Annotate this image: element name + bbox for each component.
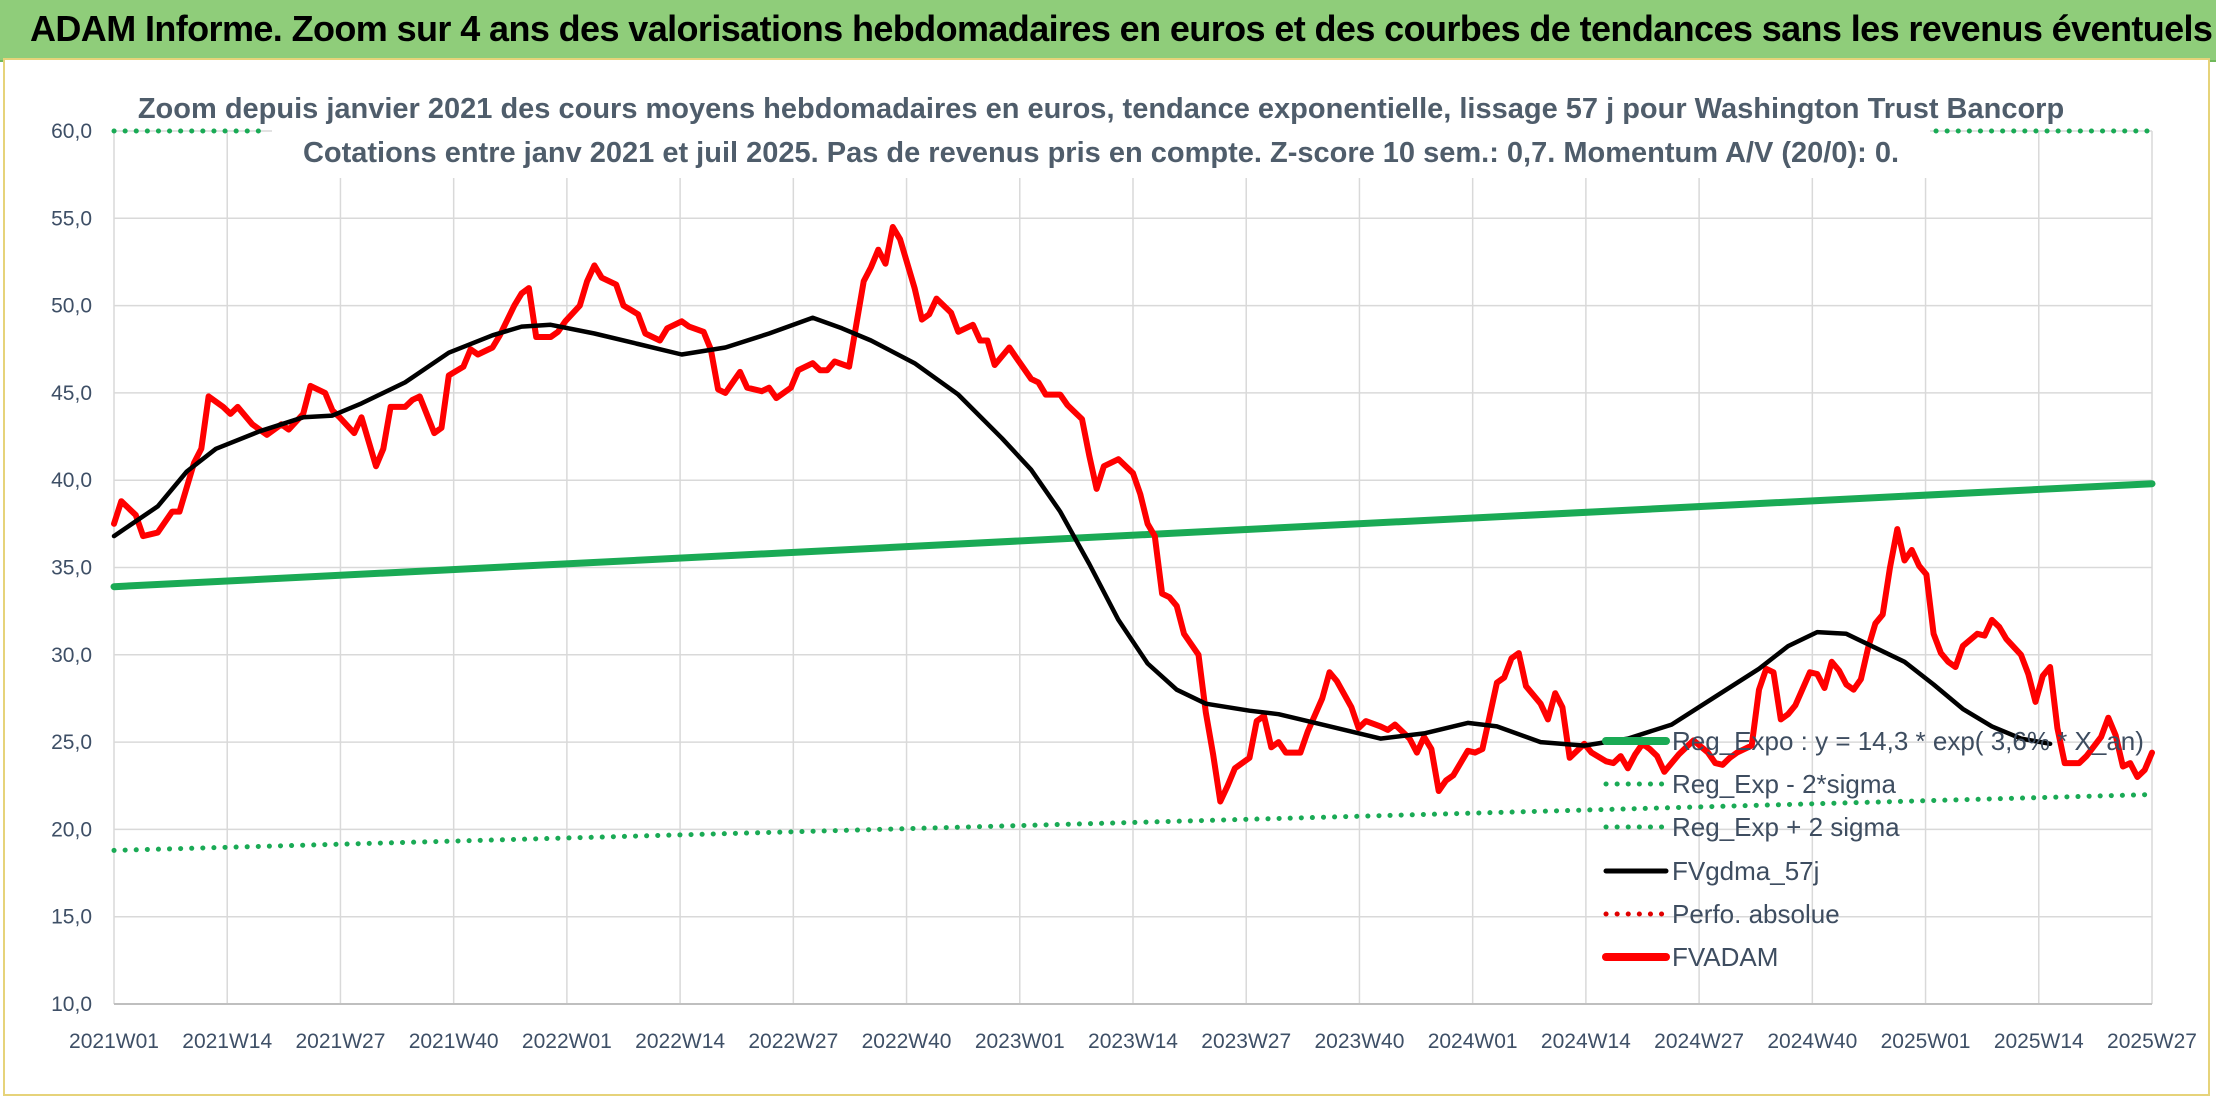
title-background	[272, 86, 1930, 178]
x-tick-label: 2024W40	[1767, 1030, 1857, 1053]
x-tick-label: 2021W01	[69, 1030, 159, 1053]
x-tick-label: 2023W01	[975, 1030, 1065, 1053]
legend-label-fvgdma-57j: FVgdma_57j	[1672, 856, 1819, 886]
x-axis-ticks: 2021W01 2021W14 2021W27 2021W40 2022W01 2022W…	[69, 1030, 2197, 1053]
x-tick-label: 2023W14	[1088, 1030, 1178, 1053]
series-lines	[110, 128, 2156, 853]
y-tick-label: 55,0	[51, 207, 92, 230]
y-tick-label: 60,0	[51, 120, 92, 143]
x-tick-label: 2022W27	[748, 1030, 838, 1053]
y-tick-label: 20,0	[51, 818, 92, 841]
x-tick-label: 2024W01	[1428, 1030, 1518, 1053]
y-tick-label: 45,0	[51, 382, 92, 405]
legend-label-reg-exp: Reg_Exp + 2 sigma	[1672, 812, 1900, 842]
legend-label-reg-expo: Reg_Expo : y = 14,3 * exp( 3,6% * X_an)	[1672, 726, 2144, 756]
x-tick-label: 2023W27	[1201, 1030, 1291, 1053]
series-line-fvgdma	[111, 315, 2053, 748]
x-tick-label: 2024W14	[1541, 1030, 1631, 1053]
y-tick-label: 35,0	[51, 557, 92, 580]
y-tick-label: 10,0	[51, 993, 92, 1016]
x-tick-label: 2022W01	[522, 1030, 612, 1053]
y-tick-label: 30,0	[51, 644, 92, 667]
x-tick-label: 2025W01	[1881, 1030, 1971, 1053]
y-tick-label: 25,0	[51, 731, 92, 754]
y-tick-label: 15,0	[51, 906, 92, 929]
y-tick-label: 40,0	[51, 469, 92, 492]
x-tick-label: 2024W27	[1654, 1030, 1744, 1053]
x-tick-label: 2021W14	[182, 1030, 272, 1053]
x-tick-label: 2022W14	[635, 1030, 725, 1053]
chart-title: Zoom depuis janvier 2021 des cours moyen…	[138, 93, 2064, 125]
series-line-reg-minus-2sigma	[111, 792, 2155, 853]
legend-label-perfo-: Perfo. absolue	[1672, 899, 1840, 929]
x-tick-label: 2021W40	[409, 1030, 499, 1053]
x-tick-label: 2023W40	[1314, 1030, 1404, 1053]
grid-lines	[113, 130, 2153, 1005]
legend: Reg_Expo : y = 14,3 * exp( 3,6% * X_an) R…	[1602, 726, 2144, 972]
x-tick-label: 2022W40	[862, 1030, 952, 1053]
series-line-reg-expo	[110, 480, 2156, 591]
x-tick-label: 2025W27	[2107, 1030, 2197, 1053]
y-tick-label: 50,0	[51, 295, 92, 318]
legend-label-fvadam: FVADAM	[1672, 942, 1778, 972]
chart-subtitle: Cotations entre janv 2021 et juil 2025. …	[303, 137, 1899, 169]
report-title: ADAM Informe. Zoom sur 4 ans des valoris…	[30, 8, 2213, 49]
x-tick-label: 2025W14	[1994, 1030, 2084, 1053]
x-tick-label: 2021W27	[295, 1030, 385, 1053]
y-axis-ticks: 10,0 15,0 20,0 25,0 30,0 35,0 40,0 45,0 50,0 55,0…	[51, 120, 92, 1016]
report-banner: ADAM Informe. Zoom sur 4 ans des valoris…	[0, 0, 2216, 62]
legend-label-reg-exp: Reg_Exp - 2*sigma	[1672, 769, 1897, 799]
